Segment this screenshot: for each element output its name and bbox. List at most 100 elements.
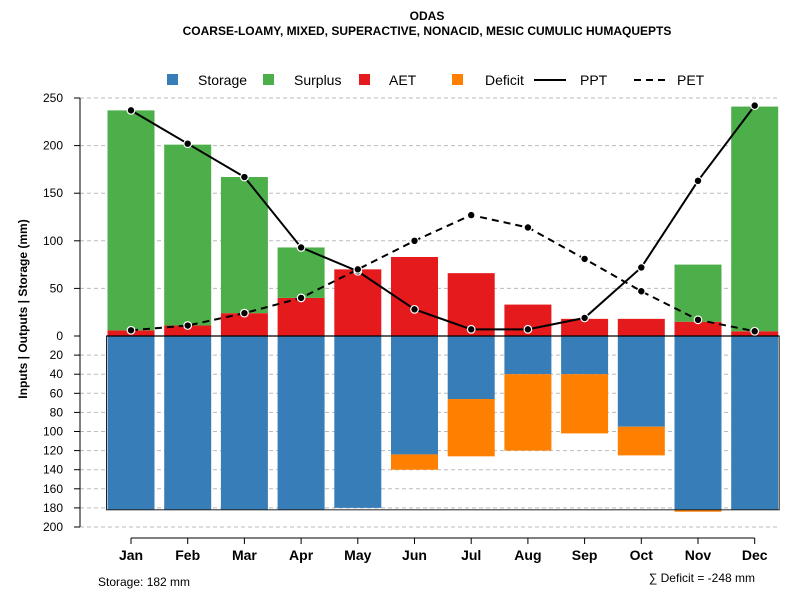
storage-bar xyxy=(220,336,268,510)
surplus-bar xyxy=(220,177,268,314)
ppt-point xyxy=(523,324,533,334)
surplus-bar xyxy=(731,106,779,332)
pet-point xyxy=(126,325,136,335)
bars xyxy=(106,106,780,512)
deficit-bar xyxy=(391,454,438,470)
legend-swatch xyxy=(167,74,178,85)
axes: 0 50 100 150 200 250 20 40 60 80 100 120 140 160 180 20… xyxy=(43,91,768,563)
legend-label: PET xyxy=(677,72,705,88)
pet-point xyxy=(239,308,249,318)
pet-point xyxy=(410,236,419,246)
legend-label: Deficit xyxy=(485,72,524,88)
lines xyxy=(126,101,760,336)
y-tick-label: 20 xyxy=(50,348,64,362)
pet-point xyxy=(580,254,589,264)
x-tick-label: Sep xyxy=(572,547,598,563)
ppt-point xyxy=(466,324,476,334)
ppt-point xyxy=(296,243,306,252)
y-tick-label: 40 xyxy=(50,367,64,381)
x-tick-label: Jun xyxy=(402,547,427,563)
aet-bar xyxy=(164,325,212,336)
ppt-point xyxy=(183,139,193,149)
ppt-point xyxy=(410,304,419,314)
ppt-point xyxy=(750,101,760,111)
x-tick-label: Mar xyxy=(232,547,257,563)
storage-bar xyxy=(504,336,552,375)
storage-bar xyxy=(617,336,665,427)
y-axis-label: Inputs | Outputs | Storage (mm) xyxy=(16,219,30,398)
storage-bar xyxy=(334,336,382,508)
pet-point xyxy=(466,210,476,220)
storage-bar xyxy=(674,336,722,510)
legend-label: Surplus xyxy=(294,72,341,88)
y-tick-label: 100 xyxy=(43,425,63,439)
deficit-bar xyxy=(504,374,552,451)
chart-title: ODAS xyxy=(410,9,445,23)
pet-point xyxy=(750,326,760,336)
y-tick-label: 0 xyxy=(56,329,63,343)
x-tick-label: Apr xyxy=(289,547,314,563)
y-tick-label: 80 xyxy=(50,405,64,419)
surplus-bar xyxy=(164,144,212,326)
storage-bar xyxy=(731,336,779,510)
deficit-bar xyxy=(617,426,665,456)
storage-bar xyxy=(391,336,438,455)
aet-bar xyxy=(220,313,268,336)
deficit-bar xyxy=(561,374,609,434)
storage-bar xyxy=(277,336,325,510)
pet-point xyxy=(693,315,703,325)
ppt-point xyxy=(239,172,249,182)
surplus-bar xyxy=(674,264,722,322)
legend-label: AET xyxy=(389,72,417,88)
y-tick-label: 250 xyxy=(43,91,63,105)
ppt-point xyxy=(693,176,703,186)
pet-point xyxy=(183,321,193,330)
deficit-bar xyxy=(674,509,722,512)
legend-label: PPT xyxy=(580,72,608,88)
pet-point xyxy=(636,286,646,296)
x-tick-label: Oct xyxy=(630,547,654,563)
storage-bar xyxy=(561,336,609,375)
x-tick-label: Aug xyxy=(514,547,541,563)
legend-swatch xyxy=(263,74,274,85)
storage-bar xyxy=(164,336,212,510)
aet-bar xyxy=(617,318,665,336)
x-tick-label: Nov xyxy=(685,547,712,563)
y-tick-label: 50 xyxy=(50,281,64,295)
y-tick-label: 100 xyxy=(43,234,63,248)
x-tick-label: Dec xyxy=(742,547,768,563)
y-tick-label: 160 xyxy=(43,482,63,496)
aet-bar xyxy=(561,318,609,336)
legend-label: Storage xyxy=(198,72,247,88)
storage-bar xyxy=(107,336,155,510)
x-tick-label: Jan xyxy=(119,547,143,563)
ppt-line xyxy=(130,105,756,331)
storage-bar xyxy=(447,336,495,400)
x-tick-label: Jul xyxy=(461,547,481,563)
deficit-bar xyxy=(447,399,495,457)
surplus-bar xyxy=(107,110,155,331)
legend: Storage Surplus AET Deficit PPT PET xyxy=(167,72,705,88)
y-tick-label: 200 xyxy=(43,520,63,534)
aet-bar xyxy=(277,297,325,336)
y-tick-label: 180 xyxy=(43,501,63,515)
y-tick-label: 120 xyxy=(43,444,63,458)
surplus-bar xyxy=(277,247,325,298)
ppt-point xyxy=(580,313,589,323)
x-tick-label: Feb xyxy=(175,547,200,563)
legend-swatch xyxy=(359,74,370,85)
legend-swatch xyxy=(452,74,463,85)
footer-storage: Storage: 182 mm xyxy=(98,575,190,589)
y-tick-label: 150 xyxy=(43,186,63,200)
chart-subtitle: COARSE-LOAMY, MIXED, SUPERACTIVE, NONACI… xyxy=(183,24,672,38)
y-tick-label: 200 xyxy=(43,139,63,153)
footer-deficit: ∑ Deficit = -248 mm xyxy=(649,571,755,585)
ppt-point xyxy=(126,105,136,115)
pet-point xyxy=(353,264,363,274)
pet-point xyxy=(296,293,306,303)
aet-bar xyxy=(391,256,438,336)
y-tick-label: 140 xyxy=(43,463,63,477)
aet-bar xyxy=(334,269,382,336)
x-tick-label: May xyxy=(344,547,371,563)
